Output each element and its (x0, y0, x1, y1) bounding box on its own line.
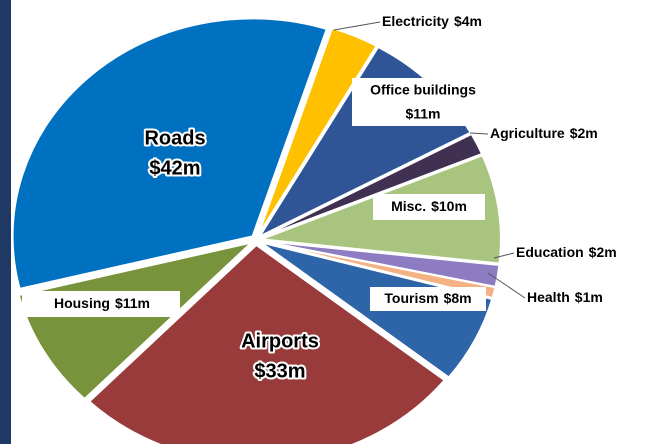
slice-label: Office buildings (370, 82, 476, 98)
slice-value-label: $10m (431, 198, 467, 214)
slice-category: Agriculture (490, 125, 565, 141)
slice-value-label: $42m (149, 157, 200, 179)
slice-value-label: $8m (444, 290, 472, 306)
label-box (22, 291, 180, 317)
pie-slice (257, 26, 379, 236)
slice-label: Airports (241, 330, 319, 352)
slice-category: Education (516, 244, 584, 260)
leader-line (487, 272, 526, 299)
slice-label: Health $1m (527, 289, 603, 305)
leader-line (469, 132, 489, 135)
slice-value-label: $33m (254, 360, 305, 382)
slice-value-label: $2m (589, 244, 617, 260)
pie-slice (17, 240, 256, 401)
slice-category: Electricity (382, 13, 449, 29)
slice-value-label: $2m (570, 125, 598, 141)
slice-label: Electricity $4m (382, 13, 482, 29)
slice-value-label: $4m (454, 13, 482, 29)
slice-category: Misc. (391, 198, 426, 214)
slice-value-label: $11m (115, 295, 150, 311)
slice-value-label: $11m (405, 106, 440, 122)
slice-label: Misc. $10m (391, 198, 467, 214)
pie-slice (260, 240, 497, 300)
slice-category: Housing (54, 295, 110, 311)
label-box (370, 287, 486, 311)
pie-slice (87, 243, 447, 444)
leader-line (333, 21, 381, 31)
slice-category: Health (527, 289, 570, 305)
slice-label: Tourism $8m (384, 290, 471, 306)
slice-value-label: $1m (575, 289, 603, 305)
pie-slice (260, 132, 484, 239)
slice-label: Roads (144, 127, 205, 149)
slice-label: Education $2m (516, 244, 617, 260)
leader-line (493, 252, 515, 259)
slice-label: Agriculture $2m (490, 125, 598, 141)
slice-category: Tourism (384, 290, 438, 306)
label-box (352, 78, 495, 126)
side-bar (0, 0, 11, 444)
label-box (373, 194, 485, 220)
pie-slice (11, 17, 329, 291)
slice-label: Housing $11m (54, 295, 150, 311)
